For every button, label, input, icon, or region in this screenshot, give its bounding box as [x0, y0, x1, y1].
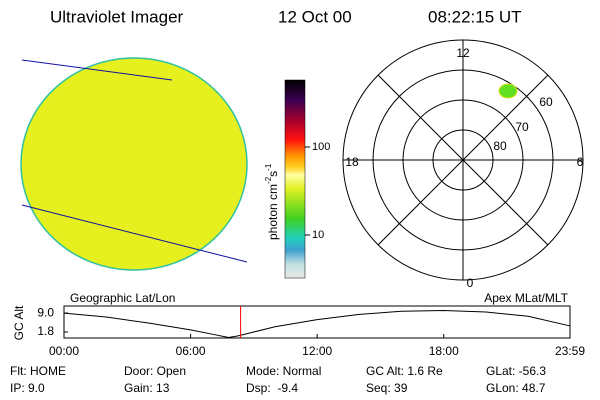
x-tick-label: 23:59	[555, 344, 585, 358]
title: Ultraviolet Imager	[50, 7, 184, 26]
info-field: Door: Open	[124, 364, 186, 378]
earth-disc	[20, 57, 248, 271]
colorbar	[284, 79, 306, 279]
altitude-line	[63, 309, 571, 338]
polar-label: 18	[345, 155, 359, 169]
info-field: Dsp: -9.4	[246, 381, 298, 395]
polar-label: 0	[467, 276, 474, 290]
info-field: GLon: 48.7	[486, 381, 546, 395]
time: 08:22:15 UT	[428, 7, 522, 26]
colorbar-tick-label: 100	[312, 141, 330, 153]
info-field: Seq: 39	[366, 381, 408, 395]
y-tick-label: 9.0	[37, 305, 54, 319]
right-label: Apex MLat/MLT	[484, 291, 568, 305]
polar-label: 12	[456, 46, 470, 60]
info-field: GLat: -56.3	[486, 364, 546, 378]
grid-line-blue	[21, 59, 173, 81]
info-field: Gain: 13	[124, 381, 170, 395]
info-field: IP: 9.0	[10, 381, 45, 395]
left-label: Geographic Lat/Lon	[70, 291, 175, 305]
grid-line-blue	[21, 204, 248, 263]
unit-exp: -2	[264, 176, 273, 184]
info-field: Mode: Normal	[246, 364, 321, 378]
date: 12 Oct 00	[278, 7, 352, 26]
info-field: Flt: HOME	[10, 364, 66, 378]
info-field: GC Alt: 1.6 Re	[366, 364, 443, 378]
polar-grid	[342, 39, 584, 281]
colorbar-tick-label: 10	[312, 229, 324, 241]
x-tick-label: 18:00	[429, 344, 459, 358]
y-tick-label: 1.8	[37, 324, 54, 338]
unit-exp: -1	[264, 163, 273, 171]
unit: photon cm	[266, 184, 280, 240]
polar-label: 6	[577, 155, 584, 169]
x-tick-label: 00:00	[49, 344, 79, 358]
x-tick-label: 12:00	[302, 344, 332, 358]
aurora-spot	[498, 83, 518, 99]
unit: s	[266, 171, 280, 177]
polar-label: 70	[515, 120, 529, 134]
polar-label: 80	[493, 139, 507, 153]
x-tick-label: 06:00	[176, 344, 206, 358]
colorbar-unit: photon cm-2s-1	[264, 163, 280, 240]
y-axis-label: GC Alt	[12, 305, 26, 340]
polar-label: 60	[539, 95, 553, 109]
